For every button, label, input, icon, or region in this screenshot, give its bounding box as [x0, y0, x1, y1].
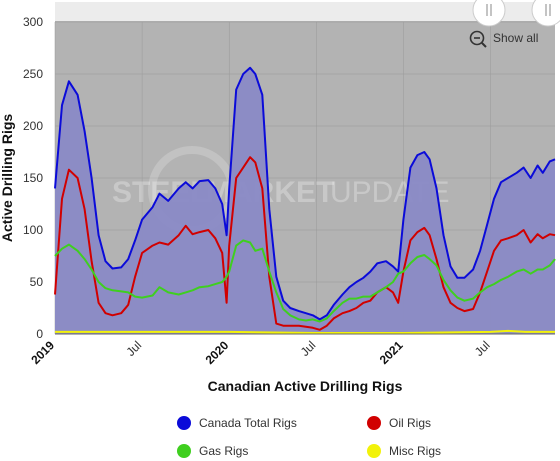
- show-all-label[interactable]: Show all: [493, 31, 538, 45]
- legend-swatch: [177, 444, 191, 458]
- x-axis-title: Canadian Active Drilling Rigs: [208, 378, 403, 394]
- navigator-handle-right[interactable]: [531, 0, 560, 27]
- show-all-button[interactable]: Show all: [469, 30, 539, 48]
- legend-swatch: [177, 416, 191, 430]
- watermark-text-market: MARKET: [206, 176, 334, 209]
- y-tick-label: 100: [23, 223, 43, 237]
- series-area-canada-total-rigs: [55, 67, 555, 335]
- legend: Canada Total Rigs Oil Rigs Gas Rigs Misc…: [177, 416, 441, 458]
- handle-left-knob[interactable]: [472, 0, 506, 27]
- y-axis-title: Active Drilling Rigs: [0, 114, 15, 243]
- legend-label[interactable]: Canada Total Rigs: [199, 416, 297, 430]
- navigator-band: [55, 2, 555, 21]
- legend-item-gas[interactable]: Gas Rigs: [177, 444, 248, 458]
- zoom-out-icon: [469, 30, 485, 46]
- y-tick-label: 0: [36, 327, 43, 341]
- series-line-oil-rigs: [54, 156, 556, 331]
- legend-item-oil[interactable]: Oil Rigs: [367, 416, 431, 430]
- navigator-handle-left[interactable]: [472, 0, 506, 27]
- series-line-misc-rigs: [55, 329, 555, 334]
- y-tick-label: 150: [23, 171, 43, 185]
- y-tick-label: 50: [30, 275, 44, 289]
- legend-swatch: [367, 416, 381, 430]
- series-line-gas-rigs: [54, 239, 556, 323]
- legend-label[interactable]: Gas Rigs: [199, 444, 248, 458]
- legend-label[interactable]: Misc Rigs: [389, 444, 441, 458]
- series-layer: [54, 66, 556, 335]
- series-line-canada-total-rigs: [54, 66, 556, 321]
- legend-item-canada-total[interactable]: Canada Total Rigs: [177, 416, 297, 430]
- y-tick-label: 300: [23, 15, 43, 29]
- legend-swatch: [367, 444, 381, 458]
- y-axis-ticks: 0 50 100 150 200 250 300: [23, 15, 43, 341]
- y-tick-label: 200: [23, 119, 43, 133]
- zoom-out-icon-handle: [481, 42, 487, 48]
- y-tick-label: 250: [23, 67, 43, 81]
- legend-item-misc[interactable]: Misc Rigs: [367, 444, 441, 458]
- legend-label[interactable]: Oil Rigs: [389, 416, 431, 430]
